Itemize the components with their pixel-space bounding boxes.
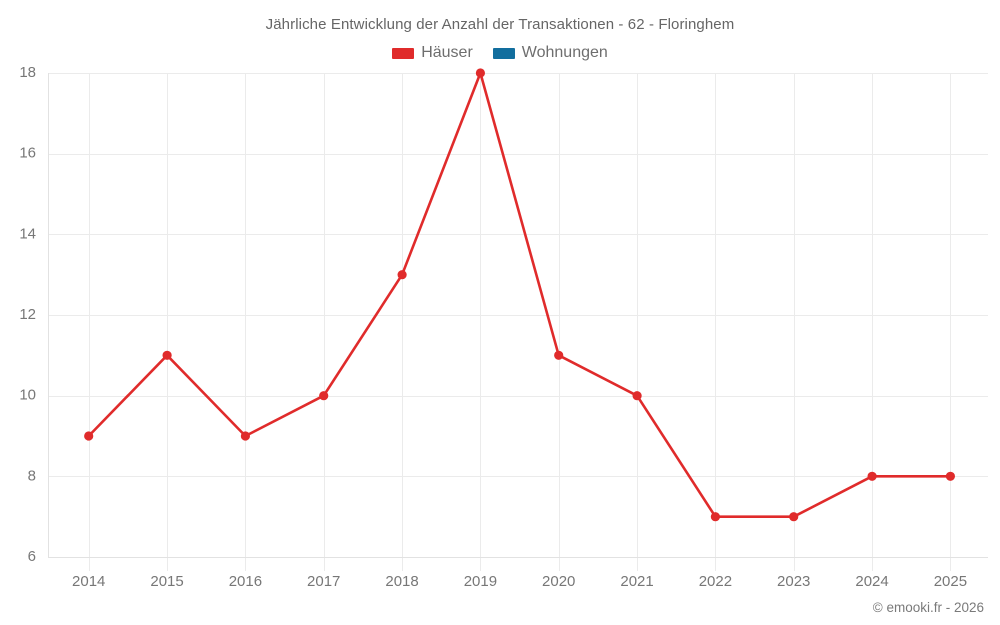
data-point-marker[interactable] <box>710 512 721 522</box>
y-axis-tick-label: 8 <box>28 467 36 484</box>
chart-legend: Häuser Wohnungen <box>0 44 1000 62</box>
y-axis-tick-label: 6 <box>28 548 36 565</box>
data-point-marker[interactable] <box>554 350 564 360</box>
y-axis-tick-label: 14 <box>19 225 36 242</box>
legend-label-hauser: Häuser <box>421 44 473 61</box>
y-axis-tick-label: 16 <box>19 145 36 162</box>
y-axis-tick-label: 18 <box>19 64 36 81</box>
legend-item-hauser[interactable]: Häuser <box>392 44 473 62</box>
data-point-marker[interactable] <box>397 270 407 280</box>
data-point-marker[interactable] <box>867 471 877 481</box>
x-axis-tick-label: 2020 <box>542 573 575 590</box>
x-axis-tick-label: 2025 <box>934 573 967 590</box>
x-axis-tick-label: 2024 <box>855 573 888 590</box>
data-point-marker[interactable] <box>789 512 799 522</box>
data-point-marker[interactable] <box>632 391 642 401</box>
legend-label-wohnungen: Wohnungen <box>521 44 608 61</box>
x-axis-tick-label: 2017 <box>307 573 340 590</box>
legend-swatch-wohnungen <box>492 47 515 59</box>
y-axis-tick-label: 10 <box>19 387 36 404</box>
data-point-marker[interactable] <box>162 350 172 360</box>
legend-swatch-hauser <box>392 47 415 59</box>
x-axis-tick-label: 2014 <box>72 573 105 590</box>
x-axis-tick-label: 2018 <box>385 573 418 590</box>
x-axis-tick-label: 2021 <box>620 573 653 590</box>
series-line-häuser <box>87 71 952 518</box>
chart-title: Jährliche Entwicklung der Anzahl der Tra… <box>265 16 735 33</box>
copyright-footer: © emooki.fr - 2026 <box>872 600 984 615</box>
y-axis-tick-label: 12 <box>19 306 36 323</box>
data-point-marker[interactable] <box>319 391 329 401</box>
data-point-marker[interactable] <box>475 68 485 78</box>
x-axis-tick-label: 2019 <box>464 573 497 590</box>
data-point-marker[interactable] <box>945 471 956 481</box>
x-axis-tick-label: 2023 <box>777 573 810 590</box>
data-point-marker[interactable] <box>84 431 94 441</box>
x-axis-tick-label: 2015 <box>150 573 183 590</box>
legend-item-wohnungen[interactable]: Wohnungen <box>492 44 608 62</box>
x-axis-tick-label: 2016 <box>229 573 262 590</box>
x-axis-tick-label: 2022 <box>699 573 732 590</box>
data-point-marker[interactable] <box>240 431 250 441</box>
